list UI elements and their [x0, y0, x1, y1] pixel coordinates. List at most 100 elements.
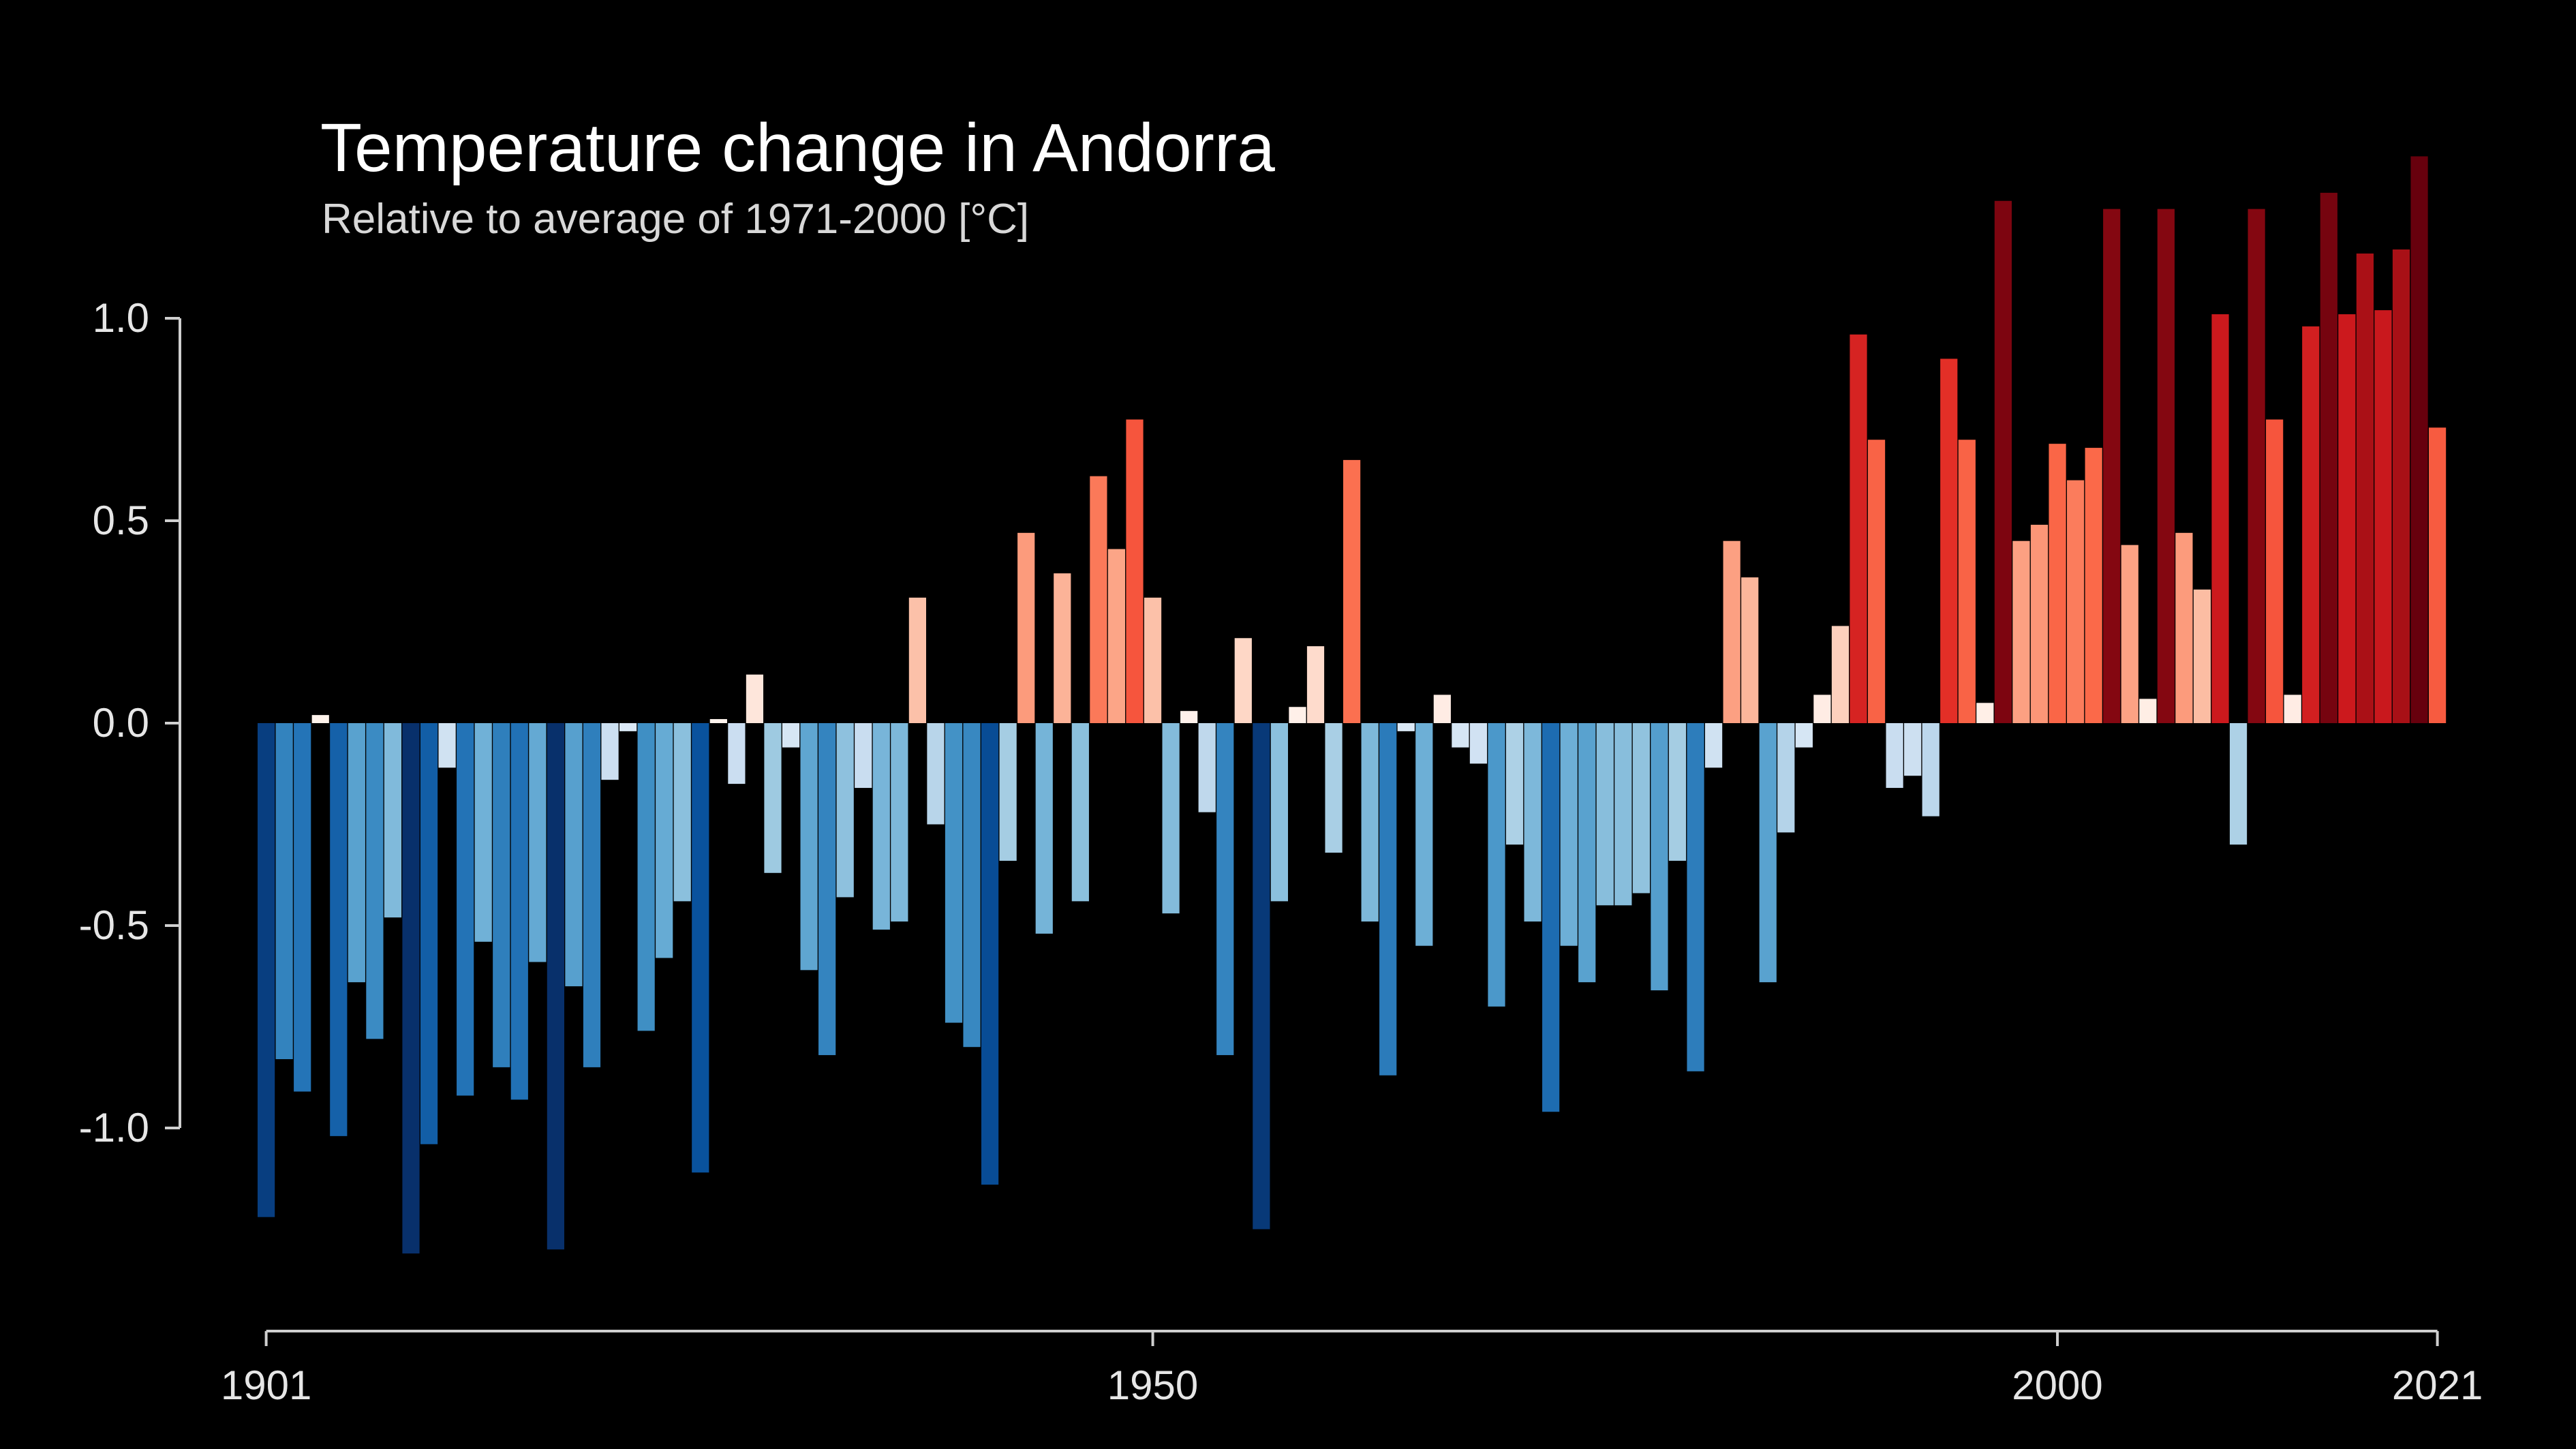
- y-tick-label: 1.0: [93, 295, 149, 341]
- bar-1959: [1306, 646, 1325, 723]
- bar-1931: [800, 723, 818, 971]
- bar-1942: [999, 723, 1017, 861]
- bar-1916: [529, 723, 547, 962]
- x-axis: 1901 1950 2000 2021: [221, 1330, 2483, 1408]
- bar-1902: [275, 723, 293, 1060]
- bars: [258, 156, 2447, 1254]
- bar-2007: [2175, 532, 2193, 723]
- y-tick-label: -1.0: [79, 1105, 149, 1150]
- bar-1926: [709, 719, 727, 723]
- bar-1991: [1886, 723, 1903, 789]
- bar-2016: [2338, 314, 2356, 723]
- bar-1922: [637, 723, 655, 1031]
- bar-1957: [1270, 723, 1288, 902]
- bar-1980: [1687, 723, 1704, 1071]
- bar-1935: [872, 723, 890, 930]
- bar-1905: [330, 723, 348, 1136]
- bar-1919: [583, 723, 601, 1067]
- bar-1921: [619, 723, 637, 731]
- bar-1913: [474, 723, 492, 942]
- bar-1918: [565, 723, 583, 987]
- bar-1928: [746, 674, 764, 723]
- bar-1954: [1216, 723, 1234, 1056]
- bar-1908: [384, 723, 402, 918]
- bar-1904: [311, 715, 329, 723]
- bar-1995: [1958, 440, 1976, 723]
- bar-2020: [2410, 156, 2428, 723]
- y-tick-label: -0.5: [79, 902, 149, 948]
- bar-1937: [908, 597, 926, 723]
- bar-2004: [2121, 545, 2138, 723]
- bar-2017: [2356, 253, 2374, 724]
- x-tick-label: 2000: [2012, 1362, 2102, 1408]
- bar-1934: [855, 723, 872, 789]
- bar-1903: [294, 723, 311, 1092]
- bar-2005: [2139, 699, 2157, 723]
- y-tick-label: 0.0: [93, 700, 149, 746]
- bar-1945: [1054, 573, 1071, 723]
- bar-1955: [1234, 638, 1252, 723]
- bar-1906: [348, 723, 365, 983]
- bar-1925: [692, 723, 709, 1173]
- bar-1996: [1976, 703, 1994, 723]
- bar-1981: [1705, 723, 1723, 768]
- bar-1938: [927, 723, 945, 825]
- bar-1920: [601, 723, 619, 780]
- bar-1909: [402, 723, 420, 1254]
- bar-1901: [258, 723, 275, 1217]
- x-tick-label: 1901: [221, 1362, 311, 1408]
- bar-1923: [656, 723, 673, 958]
- bar-1971: [1524, 723, 1542, 922]
- bar-1970: [1505, 723, 1524, 845]
- bar-1943: [1017, 532, 1035, 723]
- chart-subtitle: Relative to average of 1971-2000 [°C]: [322, 196, 1030, 243]
- bar-1965: [1415, 723, 1433, 946]
- bar-1939: [945, 723, 963, 1023]
- bar-1999: [2030, 524, 2049, 723]
- bar-2021: [2429, 427, 2447, 723]
- bar-1950: [1144, 597, 1162, 723]
- bar-1973: [1560, 723, 1578, 946]
- bar-1914: [493, 723, 510, 1067]
- bar-1930: [782, 723, 800, 748]
- bar-1953: [1198, 723, 1216, 812]
- bar-1962: [1361, 723, 1379, 922]
- bar-1987: [1813, 695, 1831, 723]
- bar-1951: [1162, 723, 1180, 914]
- bar-1976: [1614, 723, 1632, 906]
- bar-1997: [1994, 200, 2012, 723]
- bar-1946: [1071, 723, 1089, 902]
- bar-1966: [1433, 695, 1451, 723]
- bar-1998: [2012, 540, 2030, 723]
- bar-1975: [1596, 723, 1614, 906]
- bar-1940: [963, 723, 981, 1048]
- bar-1911: [438, 723, 456, 768]
- bar-1932: [818, 723, 836, 1056]
- bar-1927: [728, 723, 746, 784]
- bar-1982: [1723, 540, 1741, 723]
- bar-1929: [764, 723, 782, 873]
- bar-2015: [2320, 192, 2337, 723]
- bar-1912: [457, 723, 474, 1096]
- bar-2010: [2229, 723, 2248, 845]
- bar-1936: [891, 723, 908, 922]
- bar-2003: [2103, 209, 2121, 723]
- bar-2018: [2374, 310, 2392, 723]
- bar-1907: [366, 723, 384, 1039]
- bar-1968: [1469, 723, 1488, 764]
- bar-1961: [1343, 459, 1361, 723]
- bar-1992: [1904, 723, 1922, 776]
- bar-2012: [2266, 419, 2284, 723]
- bar-1984: [1759, 723, 1777, 983]
- bar-1948: [1107, 549, 1126, 723]
- bar-1983: [1741, 577, 1759, 723]
- bar-2002: [2085, 448, 2102, 723]
- bar-2009: [2211, 314, 2229, 723]
- bar-1949: [1126, 419, 1144, 723]
- bar-1994: [1940, 359, 1958, 723]
- bar-1958: [1289, 707, 1306, 723]
- bar-1977: [1632, 723, 1650, 894]
- bar-2011: [2248, 209, 2265, 723]
- bar-1969: [1488, 723, 1505, 1007]
- bar-1960: [1325, 723, 1343, 853]
